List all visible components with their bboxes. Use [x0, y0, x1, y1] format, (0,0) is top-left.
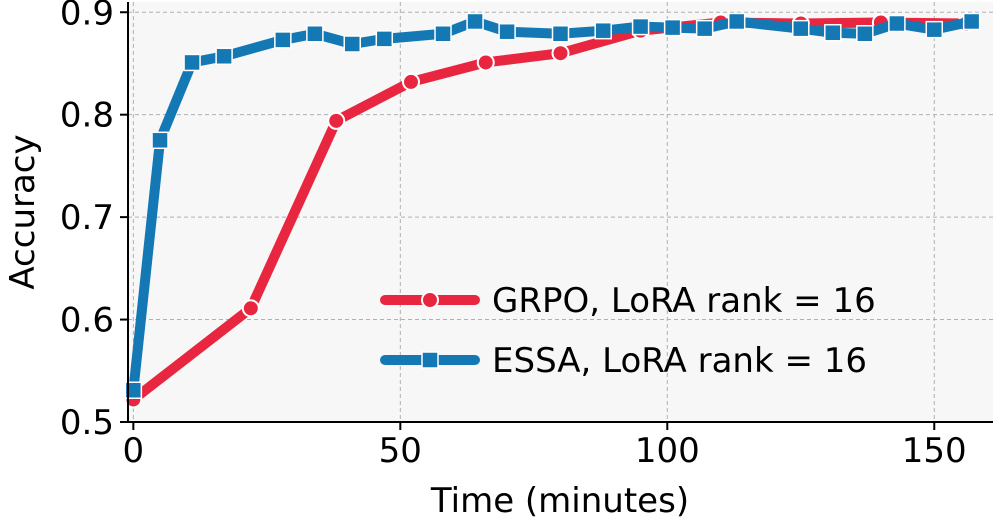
ticks: 0 50 100 150 0.5 0.6 0.7 0.8 0.9: [60, 0, 967, 471]
data-point: [695, 19, 714, 38]
y-tick-label: 0.9: [60, 0, 114, 33]
x-tick-label: 50: [379, 431, 422, 471]
data-point: [663, 18, 682, 37]
data-point: [925, 20, 944, 39]
data-point: [792, 19, 810, 38]
y-axis-title: Accuracy: [3, 134, 43, 289]
data-point: [327, 111, 346, 130]
legend-label: GRPO, LoRA rank = 16: [492, 281, 876, 321]
data-point: [183, 53, 201, 72]
x-tick-label: 0: [123, 431, 145, 471]
legend: GRPO, LoRA rank = 16 ESSA, LoRA rank = 16: [380, 281, 876, 381]
data-point: [401, 72, 420, 91]
data-point: [856, 25, 874, 43]
y-tick-label: 0.8: [60, 96, 114, 136]
data-point: [888, 14, 906, 33]
data-point: [551, 25, 570, 43]
legend-label: ESSA, LoRA rank = 16: [492, 341, 867, 381]
data-point: [434, 25, 452, 43]
series-essa: [124, 12, 981, 399]
data-point: [343, 35, 362, 53]
data-point: [124, 381, 143, 399]
x-tick-label: 100: [635, 431, 700, 471]
data-point: [594, 21, 612, 40]
data-point: [631, 17, 650, 36]
data-point: [824, 23, 842, 42]
legend-item: GRPO, LoRA rank = 16: [380, 281, 876, 321]
data-point: [476, 53, 495, 72]
data-point: [498, 22, 516, 41]
data-point: [551, 44, 570, 63]
data-point: [306, 25, 324, 43]
data-point: [466, 12, 484, 31]
plot-background: [128, 2, 993, 422]
y-tick-label: 0.6: [60, 301, 114, 341]
x-tick-label: 150: [902, 431, 967, 471]
data-point: [727, 12, 746, 31]
y-tick-label: 0.5: [60, 403, 114, 443]
data-point: [274, 31, 292, 49]
data-point: [962, 12, 981, 31]
data-point: [215, 47, 233, 66]
data-point: [241, 299, 260, 318]
data-point: [375, 30, 394, 48]
x-axis-title: Time (minutes): [430, 481, 689, 521]
data-point: [151, 131, 169, 150]
legend-marker: [421, 351, 439, 369]
legend-item: ESSA, LoRA rank = 16: [380, 341, 867, 381]
y-tick-label: 0.7: [60, 198, 114, 238]
axes: [127, 2, 993, 423]
legend-marker: [421, 291, 439, 309]
series-layer: [124, 12, 981, 409]
